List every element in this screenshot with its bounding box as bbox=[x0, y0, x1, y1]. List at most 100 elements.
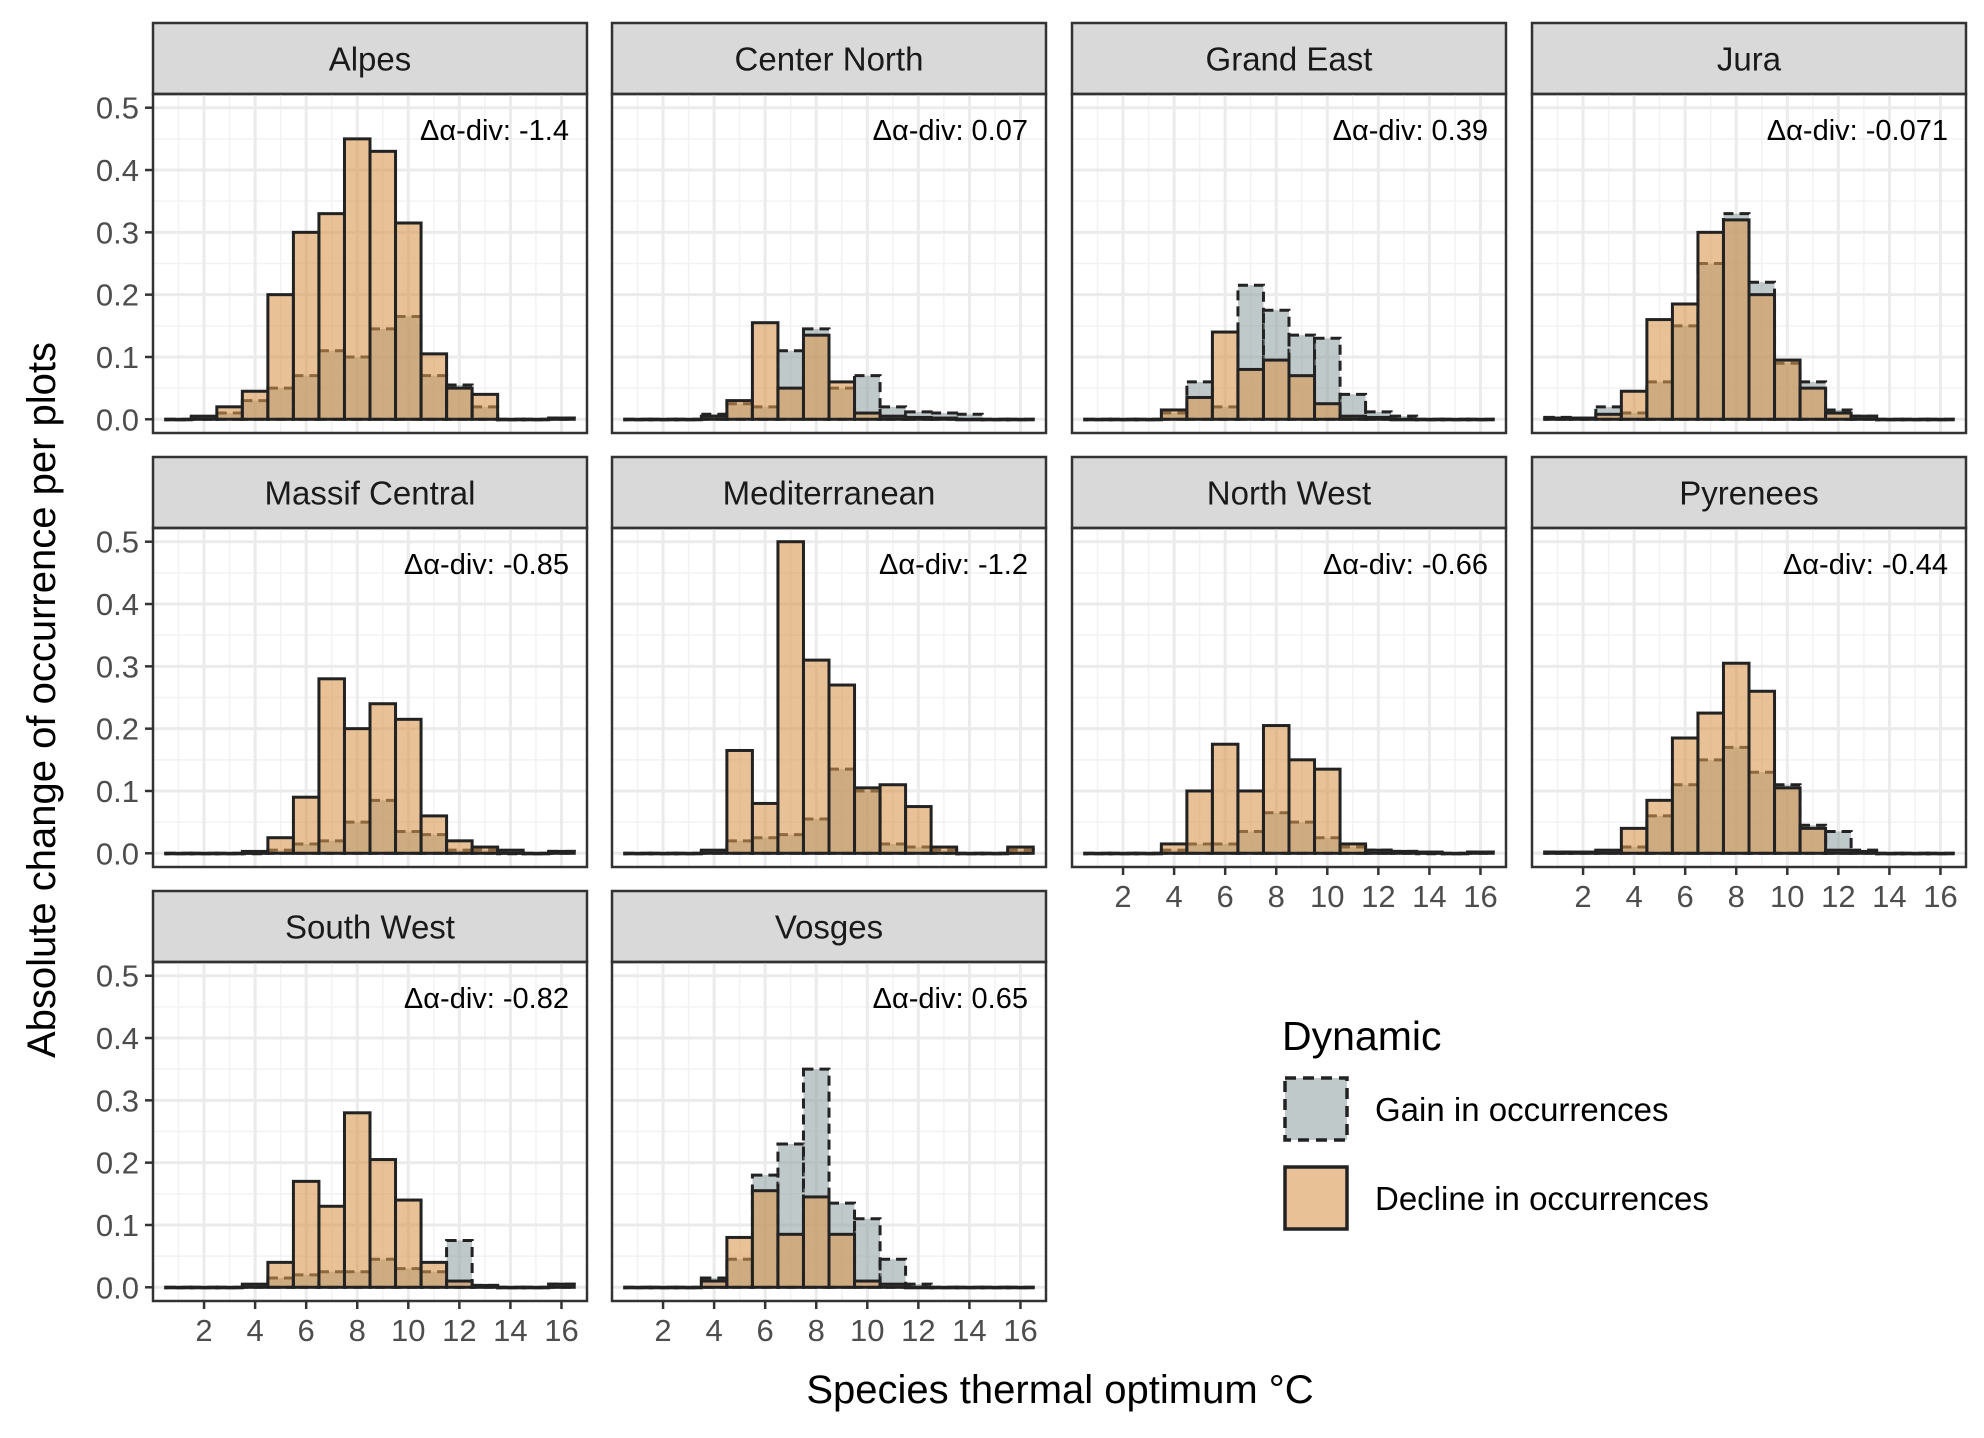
bar-decline bbox=[342, 1111, 372, 1289]
bar-decline bbox=[1900, 851, 1930, 856]
y-tick-label: 0.4 bbox=[96, 1021, 139, 1056]
bar-decline bbox=[1619, 826, 1649, 855]
strip-vosges bbox=[610, 889, 1048, 964]
panel-border bbox=[610, 526, 1048, 869]
panel-massif-central: Massif Central Δα-div: -0.85 0.0 0.1 0.2 0.3 0… bbox=[96, 455, 589, 871]
y-tick-label: 0.5 bbox=[96, 525, 139, 560]
bar-decline bbox=[1134, 417, 1163, 422]
bar-decline bbox=[1287, 758, 1317, 855]
bar-decline bbox=[470, 392, 500, 421]
bar-gain bbox=[929, 411, 959, 421]
bar-decline bbox=[699, 848, 729, 855]
delta-alpha-div-annotation: Δα-div: -0.66 bbox=[1323, 549, 1488, 581]
bar-decline bbox=[1773, 358, 1802, 421]
bar-decline bbox=[1108, 417, 1138, 422]
bar-decline bbox=[1721, 661, 1751, 855]
strip-label: Mediterranean bbox=[723, 475, 936, 512]
bar-decline bbox=[419, 352, 449, 421]
panel-border bbox=[1070, 526, 1508, 869]
bar-decline bbox=[1261, 358, 1291, 421]
strip-south-west bbox=[151, 889, 589, 964]
bar-decline bbox=[1875, 417, 1904, 422]
bar-decline bbox=[342, 137, 372, 421]
x-tick-label: 4 bbox=[1165, 879, 1182, 914]
bar-decline bbox=[1338, 414, 1368, 421]
bar-decline bbox=[1389, 417, 1419, 422]
bar-decline bbox=[1824, 848, 1853, 855]
bar-decline bbox=[1543, 850, 1572, 855]
panel-alpes: Alpes Δα-div: -1.4 0.0 0.1 0.2 0.3 0.4 0.5 bbox=[96, 21, 589, 437]
bar-decline bbox=[1313, 767, 1342, 855]
bar-decline bbox=[1236, 789, 1265, 855]
bar-decline bbox=[929, 416, 959, 421]
bar-decline bbox=[164, 851, 193, 856]
strip-label: Vosges bbox=[775, 909, 883, 946]
bar-decline bbox=[1594, 412, 1623, 421]
panel-border bbox=[151, 526, 589, 869]
strip-alpes bbox=[151, 21, 589, 96]
bar-decline bbox=[470, 1283, 500, 1289]
x-tick-label: 2 bbox=[1574, 879, 1591, 914]
strip-center-north bbox=[610, 21, 1048, 96]
bar-decline bbox=[1670, 302, 1700, 421]
bar-decline bbox=[1236, 367, 1265, 421]
panel-south-west: South West Δα-div: -0.82 0.0 0.1 0.2 0.3 0.4 0.… bbox=[96, 889, 589, 1348]
bar-decline bbox=[368, 1158, 398, 1289]
bar-gain bbox=[955, 412, 984, 421]
y-tick-label: 0.3 bbox=[96, 1083, 139, 1118]
y-tick-label: 0.2 bbox=[96, 278, 139, 313]
bar-decline bbox=[1364, 848, 1393, 855]
bar-decline bbox=[1466, 850, 1495, 855]
x-tick-label: 16 bbox=[1923, 879, 1957, 914]
bar-decline bbox=[623, 1285, 652, 1290]
bar-decline bbox=[189, 1285, 219, 1290]
panel-border bbox=[610, 92, 1048, 435]
x-axis-title: Species thermal optimum °C bbox=[806, 1368, 1313, 1412]
delta-alpha-div-annotation: Δα-div: 0.07 bbox=[873, 115, 1028, 147]
bar-decline bbox=[827, 1232, 857, 1289]
bar-decline bbox=[1006, 845, 1035, 855]
y-tick-label: 0.1 bbox=[96, 1208, 139, 1243]
bar-decline bbox=[1875, 851, 1904, 856]
bar-decline bbox=[368, 149, 398, 421]
x-tick-label: 14 bbox=[493, 1313, 527, 1348]
delta-alpha-div-annotation: Δα-div: -0.44 bbox=[1783, 549, 1948, 581]
bar-decline bbox=[496, 1285, 525, 1290]
strip-grand-east bbox=[1070, 21, 1508, 96]
y-tick-label: 0.1 bbox=[96, 340, 139, 375]
strip-label: Jura bbox=[1717, 41, 1782, 78]
bar-decline bbox=[1543, 416, 1572, 421]
bar-decline bbox=[164, 417, 193, 422]
x-tick-label: 6 bbox=[757, 1313, 774, 1348]
y-tick-label: 0.5 bbox=[96, 959, 139, 994]
bar-decline bbox=[445, 839, 474, 855]
bar-decline bbox=[1338, 842, 1368, 855]
bar-decline bbox=[1159, 842, 1189, 855]
bar-decline bbox=[1006, 1285, 1035, 1290]
bar-decline bbox=[955, 417, 984, 422]
bar-decline bbox=[1287, 374, 1317, 421]
bar-decline bbox=[750, 801, 780, 855]
panel-border bbox=[1530, 526, 1968, 869]
bar-decline bbox=[317, 212, 346, 421]
y-tick-label: 0.1 bbox=[96, 774, 139, 809]
x-tick-label: 12 bbox=[901, 1313, 935, 1348]
panel-pyrenees: Pyrenees Δα-div: -0.44 2 4 6 8 10 12 14 16 bbox=[1530, 455, 1968, 914]
bar-decline bbox=[266, 836, 295, 855]
bar-decline bbox=[1926, 417, 1955, 422]
x-tick-label: 4 bbox=[246, 1313, 263, 1348]
bar-decline bbox=[801, 1195, 831, 1289]
bar-decline bbox=[1568, 850, 1598, 855]
bar-decline bbox=[368, 702, 398, 855]
strip-label: Grand East bbox=[1206, 41, 1373, 78]
bar-decline bbox=[674, 417, 703, 422]
legend-key-decline-in-occurrences bbox=[1283, 1165, 1349, 1231]
bar-decline bbox=[1773, 786, 1802, 855]
x-tick-label: 6 bbox=[1677, 879, 1694, 914]
panel-center-north: Center North Δα-div: 0.07 bbox=[610, 21, 1048, 435]
bar-decline bbox=[878, 1282, 908, 1289]
x-tick-label: 8 bbox=[808, 1313, 825, 1348]
legend: Dynamic Gain in occurrences Decline in oc… bbox=[1282, 1013, 1709, 1231]
bar-decline bbox=[878, 783, 908, 855]
bar-decline bbox=[1083, 417, 1112, 422]
